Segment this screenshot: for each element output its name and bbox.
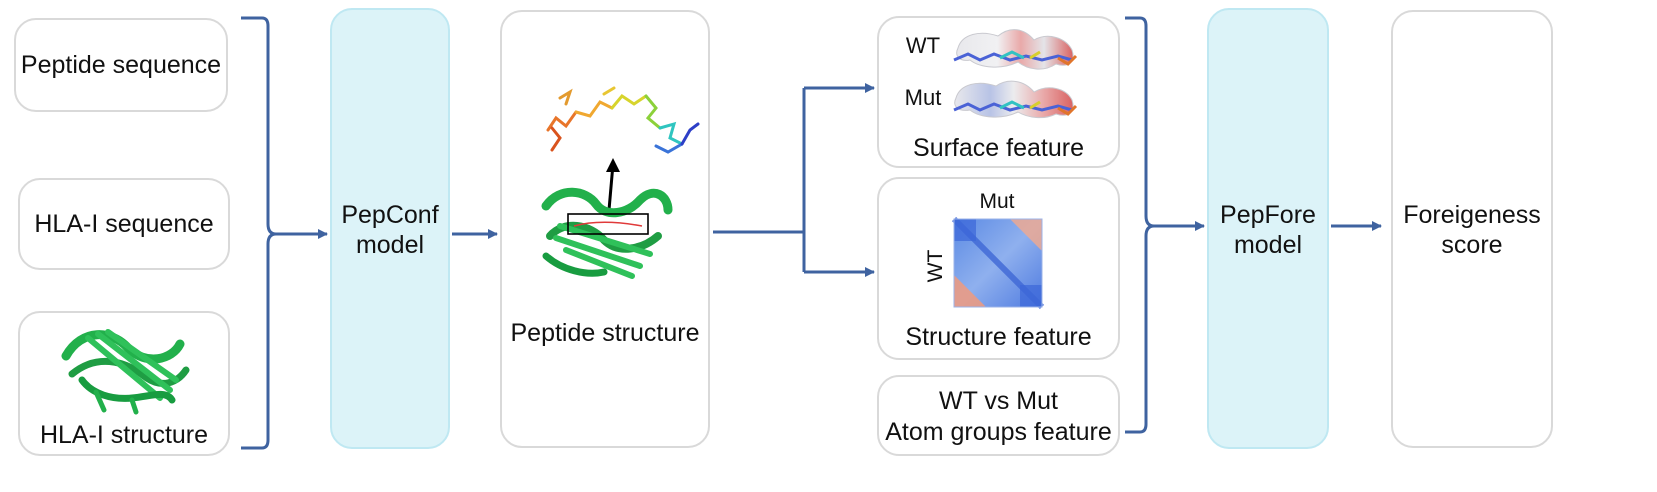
- pepfore-model-line2: model: [1233, 231, 1303, 259]
- peptide-structure-box: [500, 10, 710, 448]
- atom-groups-feature-line2: Atom groups feature: [885, 418, 1112, 446]
- structure-heatmap: [951, 216, 1045, 310]
- surface-wt-illustration: [953, 29, 1078, 70]
- surface-feature-title: Surface feature: [913, 134, 1084, 162]
- hla-sequence-box: [18, 178, 230, 270]
- peptide-structure-label: Peptide structure: [510, 319, 700, 347]
- structure-feature-title: Structure feature: [905, 323, 1092, 351]
- pepconf-model-box: [330, 8, 450, 449]
- pmhc-protein-illustration: [541, 187, 673, 279]
- foreigeness-score-line1: Foreigeness: [1403, 201, 1541, 229]
- hla-sequence-label: HLA-I sequence: [34, 210, 214, 238]
- peptide-sequence-box: [14, 18, 228, 112]
- structure-to-features-fork: [713, 88, 806, 272]
- atom-groups-feature-box: [877, 375, 1120, 456]
- surface-mut-illustration: [953, 80, 1078, 119]
- input-brace: [241, 16, 277, 450]
- peptide-sequence-label: Peptide sequence: [20, 51, 222, 79]
- hla-structure-box: [18, 311, 230, 456]
- pepfore-model-box: [1207, 8, 1329, 449]
- structure-feature-mut-label: Mut: [979, 190, 1015, 213]
- surface-feature-mut-label: Mut: [904, 85, 942, 110]
- pepconf-model-line1: PepConf: [341, 201, 439, 229]
- pepfore-model-line1: PepFore: [1220, 201, 1316, 229]
- peptide-stick-model: [546, 86, 700, 154]
- feature-brace: [1125, 16, 1155, 434]
- hla-structure-label: HLA-I structure: [39, 421, 209, 449]
- atom-groups-feature-line1: WT vs Mut: [939, 387, 1058, 415]
- surface-feature-wt-label: WT: [905, 33, 941, 58]
- foreigeness-score-line2: score: [1441, 231, 1503, 259]
- pepconf-model-line2: model: [355, 231, 425, 259]
- foreigeness-score-box: [1391, 10, 1553, 448]
- hla-protein-illustration: [61, 329, 190, 415]
